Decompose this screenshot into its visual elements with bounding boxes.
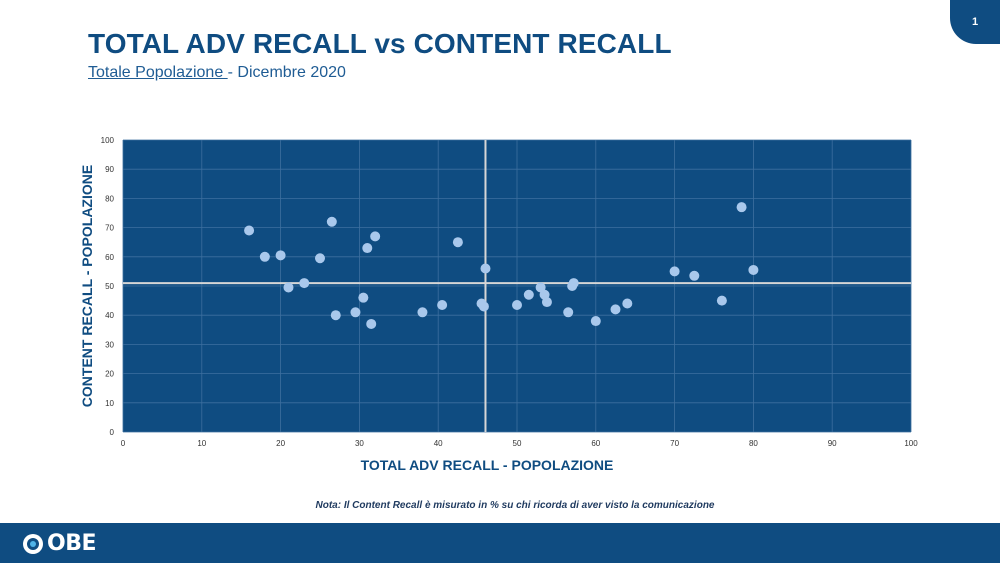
data-point [480, 263, 491, 274]
data-point [748, 264, 759, 275]
data-point [669, 266, 680, 277]
data-point [275, 250, 286, 261]
y-tick-label: 70 [105, 224, 114, 233]
data-point [437, 299, 448, 310]
page-subtitle: Totale Popolazione - Dicembre 2020 [88, 64, 346, 82]
y-tick-label: 0 [110, 428, 115, 437]
data-point [563, 307, 574, 318]
data-point [244, 225, 255, 236]
data-point [535, 282, 546, 293]
data-point [350, 307, 361, 318]
x-tick-label: 30 [355, 439, 364, 448]
x-tick-label: 40 [434, 439, 443, 448]
data-point [622, 298, 633, 309]
data-point [689, 270, 700, 281]
y-tick-label: 100 [101, 136, 115, 145]
data-point [299, 278, 310, 289]
data-point [716, 295, 727, 306]
data-point [541, 297, 552, 308]
data-point [366, 318, 377, 329]
chart-note: Nota: Il Content Recall è misurato in % … [315, 500, 715, 511]
data-point [330, 310, 341, 321]
data-point [523, 289, 534, 300]
x-tick-label: 70 [670, 439, 679, 448]
y-tick-label: 30 [105, 340, 114, 349]
x-tick-label: 80 [749, 439, 758, 448]
data-point [417, 307, 428, 318]
y-tick-label: 40 [105, 311, 114, 320]
data-point [315, 253, 325, 264]
y-tick-label: 10 [105, 399, 114, 408]
x-tick-label: 20 [276, 439, 285, 448]
eye-icon [23, 533, 43, 554]
x-axis-title: TOTAL ADV RECALL - POPOLAZIONE [361, 457, 614, 473]
y-tick-label: 20 [105, 370, 114, 379]
obe-logo: OBE [22, 531, 97, 556]
scatter-chart: 0 10 20 30 40 50 60 70 80 90 100 0 10 20 30 40 50 60 70 80 9… [79, 136, 918, 473]
y-tick-label: 90 [105, 165, 114, 174]
x-tick-label: 50 [513, 439, 522, 448]
data-point [736, 202, 747, 213]
page-title: TOTAL ADV RECALL vs CONTENT RECALL [88, 28, 672, 59]
logo-text: OBE [47, 531, 97, 556]
data-point [370, 231, 381, 242]
footer-bar: OBE [0, 523, 1000, 563]
x-tick-label: 90 [828, 439, 837, 448]
y-tick-label: 50 [105, 282, 114, 291]
y-tick-label: 60 [105, 253, 114, 262]
data-point [512, 299, 522, 310]
data-point [610, 304, 621, 315]
x-tick-label: 100 [904, 439, 918, 448]
data-point [362, 243, 373, 254]
x-tick-label: 0 [121, 439, 126, 448]
x-tick-label: 60 [591, 439, 600, 448]
y-tick-label: 80 [105, 194, 114, 203]
data-point [478, 301, 489, 312]
data-point [326, 216, 337, 227]
data-point [452, 237, 463, 248]
data-point [590, 316, 601, 327]
subtitle-population: Totale Popolazione [88, 64, 228, 81]
page-number: 1 [971, 16, 979, 28]
data-point [259, 251, 270, 262]
x-tick-label: 10 [197, 439, 206, 448]
subtitle-date: - Dicembre 2020 [227, 64, 346, 81]
y-axis-title: CONTENT RECALL - POPOLAZIONE [79, 165, 95, 407]
data-point [283, 282, 294, 293]
data-point [358, 292, 369, 303]
data-point [568, 278, 579, 289]
page-number-badge: 1 [950, 0, 1000, 44]
